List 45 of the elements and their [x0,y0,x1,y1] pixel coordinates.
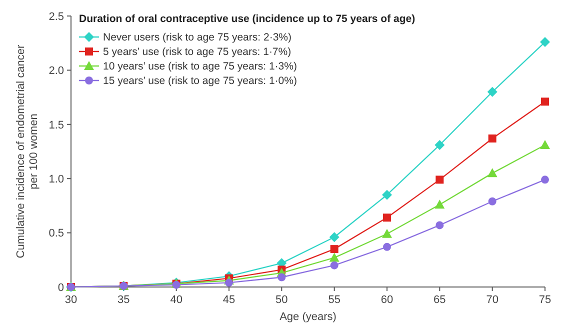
legend-label: 10 years’ use (risk to age 75 years: 1·3%) [103,60,297,73]
point [382,190,392,200]
x-tick-label: 35 [118,294,130,306]
point [225,278,233,287]
legend-label: Never users (risk to age 75 years: 2·3%) [103,32,292,44]
x-tick-label: 40 [170,294,182,306]
y-tick-label: 1.0 [48,173,64,186]
y-tick-label: 1.5 [48,119,64,132]
legend-label: 5 years’ use (risk to age 75 years: 1·7%) [103,46,292,58]
x-tick-label: 65 [434,294,446,306]
point [488,197,496,206]
x-tick-label: 70 [486,294,498,306]
x-axis-title: Age (years) [280,311,336,323]
point [330,261,338,270]
point [487,86,498,97]
x-tick-label: 75 [538,294,552,306]
x-tick-label: 60 [380,294,394,306]
x-tick-label: 50 [276,294,288,306]
x-tick-label: 30 [64,294,78,306]
point [382,228,392,238]
y-tick-label: 2.0 [48,65,64,78]
y-tick-label: 0 [58,282,64,294]
point [540,140,550,149]
point [329,232,340,242]
x-tick-label: 55 [328,294,340,306]
legend-title: Duration of oral contraceptive use (incidence up to 75 years of age) [79,13,416,25]
point [330,245,338,254]
y-tick-label: 0.5 [48,228,64,240]
legend-label: 15 years’ use (risk to age 75 years: 1·0%) [103,75,297,88]
point [329,252,340,262]
point [487,168,498,178]
point [278,273,286,282]
point [434,200,445,209]
point [383,242,391,251]
point [436,176,444,184]
y-axis-title: Cumulative incidence of endometrial cancer per 100 women [15,44,40,258]
point [540,37,550,48]
point [383,214,391,222]
point [436,221,444,230]
y-tick-label: 2.5 [48,10,64,23]
point [434,140,445,150]
x-tick-label: 45 [222,294,236,306]
point [541,176,549,184]
point [541,98,549,106]
point [488,134,496,142]
